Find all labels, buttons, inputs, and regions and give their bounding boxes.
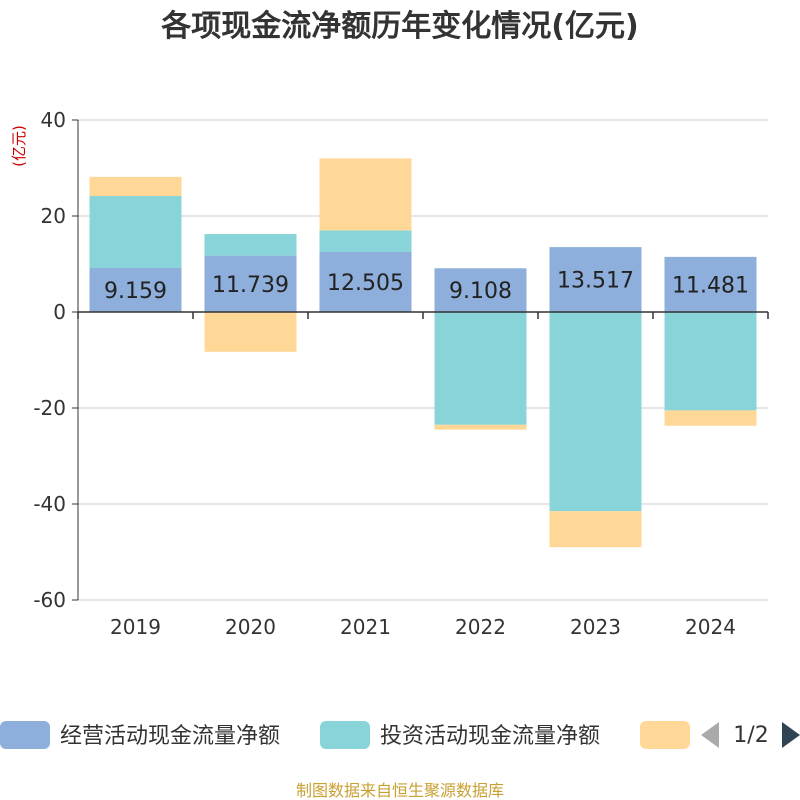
y-axis-unit: (亿元) — [10, 125, 28, 167]
legend-page-indicator: 1/2 — [733, 723, 768, 748]
data-label: 12.505 — [327, 271, 404, 296]
bar-2022-series-3[interactable] — [434, 424, 527, 430]
x-tick-label: 2021 — [340, 615, 391, 639]
y-tick-label: 20 — [41, 204, 66, 228]
x-tick-label: 2024 — [685, 615, 736, 639]
legend-swatch[interactable] — [320, 721, 370, 749]
bar-2024-series-3[interactable] — [664, 410, 757, 426]
bar-2020-series-2[interactable] — [204, 234, 297, 256]
y-tick-label: -40 — [33, 492, 66, 516]
data-label: 11.739 — [212, 273, 289, 298]
bar-2021-series-2[interactable] — [319, 230, 412, 252]
legend-swatch[interactable] — [640, 721, 690, 749]
bar-layer — [89, 158, 757, 548]
legend-label[interactable]: 投资活动现金流量净额 — [380, 724, 600, 749]
bar-2023-series-3[interactable] — [549, 511, 642, 548]
legend-next-arrow-icon[interactable] — [782, 722, 800, 748]
legend-label[interactable]: 经营活动现金流量净额 — [60, 724, 280, 749]
bar-2023-series-2[interactable] — [549, 312, 642, 512]
y-tick-label: -60 — [33, 588, 66, 612]
x-tick-label: 2019 — [110, 615, 161, 639]
legend-pager: 1/2 — [701, 722, 800, 748]
x-tick-label: 2020 — [225, 615, 276, 639]
data-source: 制图数据来自恒生聚源数据库 — [296, 781, 504, 800]
y-tick-label: 40 — [41, 108, 66, 132]
bar-2021-series-3[interactable] — [319, 158, 412, 231]
bar-2024-series-2[interactable] — [664, 312, 757, 411]
bar-2019-series-1[interactable] — [89, 268, 182, 312]
label-layer: 9.159 11.739 12.505 9.108 13.517 11.481 — [104, 269, 749, 305]
axis-layer: -60 -40 -20 0 20 40 2019 2020 2021 2022 2023 2024 — [33, 108, 769, 639]
data-label: 9.159 — [104, 279, 167, 304]
bar-2020-series-1[interactable] — [204, 255, 297, 312]
x-tick-label: 2022 — [455, 615, 506, 639]
data-label: 13.517 — [557, 269, 634, 294]
bar-2022-series-1[interactable] — [434, 268, 527, 312]
bar-2019-series-2[interactable] — [89, 196, 182, 269]
legend-prev-arrow-icon[interactable] — [701, 722, 719, 748]
bar-2020-series-3[interactable] — [204, 312, 297, 352]
bar-2019-series-3[interactable] — [89, 176, 182, 197]
y-tick-label: -20 — [33, 396, 66, 420]
bar-2022-series-2[interactable] — [434, 312, 527, 425]
bar-2023-series-1[interactable] — [549, 247, 642, 312]
bar-2024-series-1[interactable] — [664, 256, 757, 312]
data-label: 9.108 — [449, 279, 512, 304]
bar-2021-series-1[interactable] — [319, 251, 412, 312]
y-tick-label: 0 — [53, 300, 66, 324]
data-label: 11.481 — [672, 273, 749, 298]
grid-layer — [78, 119, 768, 601]
legend: 经营活动现金流量净额 投资活动现金流量净额 — [0, 721, 690, 749]
chart-title: 各项现金流净额历年变化情况(亿元) — [160, 9, 638, 44]
x-tick-label: 2023 — [570, 615, 621, 639]
legend-swatch[interactable] — [0, 721, 50, 749]
